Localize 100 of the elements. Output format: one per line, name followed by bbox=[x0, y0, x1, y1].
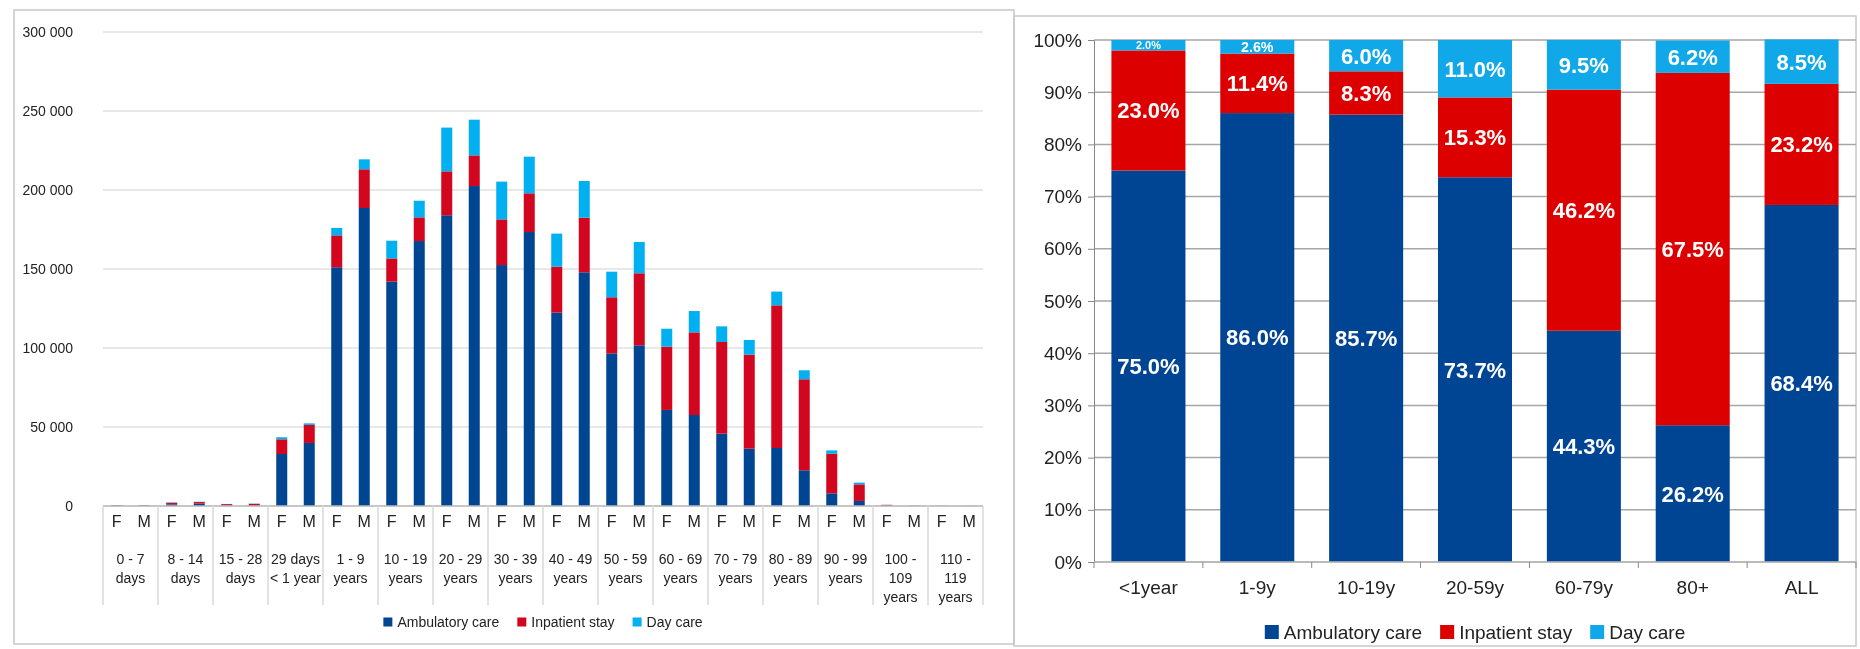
x-tick-label: F bbox=[551, 513, 562, 530]
y-tick-label: 50 000 bbox=[30, 418, 74, 435]
data-label: 6.0% bbox=[1341, 43, 1392, 69]
text: 100 - 109 years bbox=[883, 551, 918, 605]
data-label: 11.0% bbox=[1444, 56, 1506, 82]
x-tick-label: F bbox=[826, 513, 837, 530]
text: 90 - 99 years bbox=[823, 551, 868, 586]
x-tick-label: 1-9y bbox=[1238, 577, 1277, 598]
x-tick-label: M bbox=[522, 513, 536, 530]
y-tick-label: 300 000 bbox=[22, 23, 74, 40]
x-tick-label: ALL bbox=[1784, 577, 1819, 598]
x-tick-label: F bbox=[276, 513, 287, 530]
x-tick-label: F bbox=[606, 513, 617, 530]
x-tick-label: M bbox=[467, 513, 481, 530]
legend-label: Ambulatory care bbox=[1283, 621, 1423, 643]
text: 40 - 49 years bbox=[548, 551, 593, 586]
y-tick-label: 90% bbox=[1043, 81, 1083, 103]
text: 70 - 79 years bbox=[713, 551, 758, 586]
y-tick-label: 40% bbox=[1043, 342, 1083, 364]
data-label: 86.0% bbox=[1226, 325, 1289, 351]
x-tick-label: M bbox=[247, 513, 261, 530]
x-tick-label: M bbox=[192, 513, 206, 530]
y-tick-label: 0 bbox=[65, 497, 74, 514]
x-tick-label: M bbox=[632, 513, 646, 530]
text: 8 - 14 days bbox=[167, 551, 204, 586]
data-label: 8.3% bbox=[1341, 80, 1392, 106]
x-tick-label: <1year bbox=[1119, 577, 1179, 598]
legend-label: Day care bbox=[646, 613, 703, 630]
data-label: 73.7% bbox=[1443, 357, 1507, 383]
x-tick-label: M bbox=[797, 513, 811, 530]
text: 20 - 29 years bbox=[438, 551, 483, 586]
data-label: 9.5% bbox=[1558, 52, 1609, 78]
legend-label: Inpatient stay bbox=[1459, 621, 1573, 643]
x-tick-label: F bbox=[221, 513, 232, 530]
x-tick-label: 20-59y bbox=[1445, 577, 1505, 598]
x-tick-label: M bbox=[742, 513, 756, 530]
y-tick-label: 150 000 bbox=[22, 260, 74, 277]
y-tick-label: 80% bbox=[1043, 133, 1083, 155]
y-tick-label: 20% bbox=[1043, 447, 1083, 469]
x-tick-label: F bbox=[331, 513, 342, 530]
x-tick-label: F bbox=[661, 513, 672, 530]
data-label: 75.0% bbox=[1117, 354, 1180, 380]
x-tick-label: M bbox=[412, 513, 426, 530]
text: 50 - 59 years bbox=[603, 551, 648, 586]
text: 0 - 7 days bbox=[115, 551, 146, 586]
data-label: 11.4% bbox=[1226, 71, 1288, 97]
x-tick-label: F bbox=[496, 513, 507, 530]
x-tick-label: M bbox=[357, 513, 371, 530]
x-tick-label: F bbox=[441, 513, 452, 530]
text: 60 - 69 years bbox=[658, 551, 703, 586]
y-tick-label: 100% bbox=[1033, 29, 1083, 51]
y-tick-label: 70% bbox=[1043, 186, 1083, 208]
x-tick-label: M bbox=[302, 513, 316, 530]
text: 1 - 9 years bbox=[333, 551, 368, 586]
y-tick-label: 10% bbox=[1043, 499, 1083, 521]
x-tick-label: 80+ bbox=[1676, 577, 1709, 598]
legend-label: Ambulatory care bbox=[397, 613, 500, 630]
x-tick-label: M bbox=[962, 513, 976, 530]
x-tick-label: F bbox=[166, 513, 177, 530]
y-tick-label: 100 000 bbox=[22, 339, 74, 356]
data-label: 85.7% bbox=[1334, 326, 1398, 352]
x-tick-label: F bbox=[881, 513, 892, 530]
text: 10 - 19 years bbox=[383, 551, 428, 586]
y-tick-label: 200 000 bbox=[22, 181, 74, 198]
x-tick-label: M bbox=[907, 513, 921, 530]
data-label: 46.2% bbox=[1552, 198, 1616, 224]
y-tick-label: 60% bbox=[1043, 238, 1083, 260]
data-label: 67.5% bbox=[1661, 236, 1724, 262]
text: 29 days < 1 year bbox=[270, 551, 322, 586]
text: 30 - 39 years bbox=[493, 551, 538, 586]
text: 80 - 89 years bbox=[768, 551, 813, 586]
legend-label: Day care bbox=[1609, 621, 1686, 643]
y-tick-label: 50% bbox=[1043, 290, 1083, 312]
x-tick-label: M bbox=[577, 513, 591, 530]
text: 110 - 119 years bbox=[938, 551, 973, 605]
data-label: 2.6% bbox=[1241, 38, 1274, 55]
data-label: 26.2% bbox=[1661, 481, 1724, 507]
data-label: 2.0% bbox=[1135, 39, 1162, 52]
x-tick-label: F bbox=[386, 513, 397, 530]
y-tick-label: 0% bbox=[1054, 551, 1083, 573]
y-tick-label: 30% bbox=[1043, 394, 1083, 416]
x-tick-label: F bbox=[771, 513, 782, 530]
data-label: 8.5% bbox=[1776, 49, 1827, 75]
data-label: 44.3% bbox=[1552, 434, 1616, 460]
x-tick-label: M bbox=[137, 513, 151, 530]
x-tick-label: M bbox=[687, 513, 701, 530]
x-tick-label: M bbox=[852, 513, 866, 530]
data-label: 6.2% bbox=[1667, 44, 1718, 70]
x-tick-label: 10-19y bbox=[1337, 577, 1396, 598]
y-tick-label: 250 000 bbox=[22, 102, 74, 119]
legend-label: Inpatient stay bbox=[531, 613, 615, 630]
data-label: 68.4% bbox=[1770, 371, 1833, 397]
x-tick-label: F bbox=[716, 513, 727, 530]
x-tick-label: F bbox=[936, 513, 947, 530]
data-label: 23.2% bbox=[1770, 132, 1833, 158]
x-tick-label: F bbox=[111, 513, 122, 530]
data-label: 23.0% bbox=[1117, 98, 1180, 124]
text: 15 - 28 days bbox=[218, 551, 263, 586]
x-tick-label: 60-79y bbox=[1554, 577, 1614, 598]
data-label: 15.3% bbox=[1443, 125, 1507, 151]
